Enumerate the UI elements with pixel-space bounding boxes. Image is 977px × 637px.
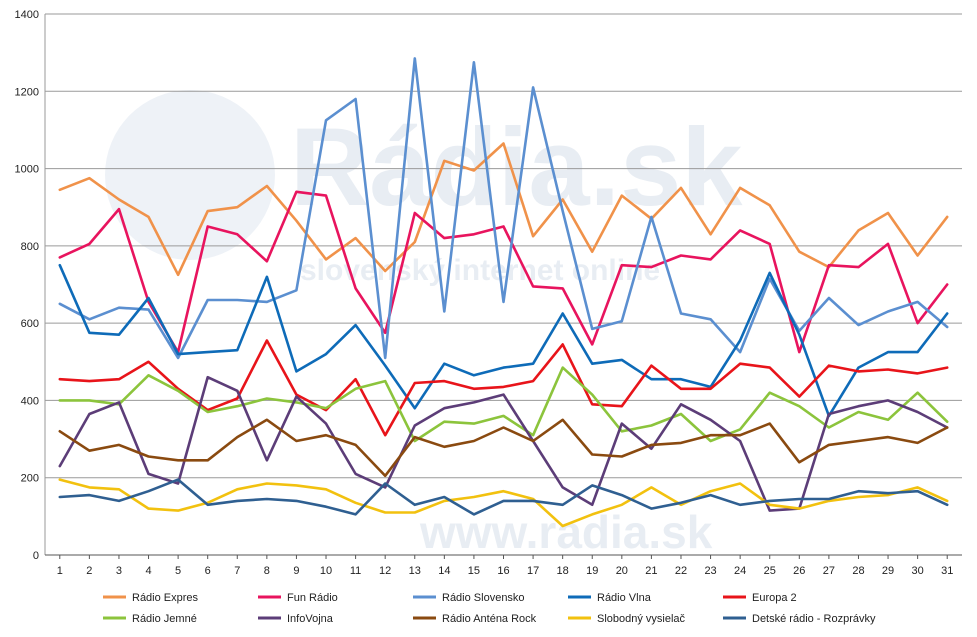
- legend-item: Rádio Vlna: [568, 592, 652, 604]
- y-tick-label: 600: [21, 318, 39, 330]
- x-tick-label: 2: [86, 565, 92, 577]
- x-tick-label: 6: [205, 565, 211, 577]
- series-line-r-dio-vlna: [58, 263, 949, 418]
- watermark-tagline: slovenský internet online: [300, 254, 660, 287]
- legend-label: Detské rádio - Rozprávky: [752, 613, 876, 625]
- y-tick-label: 0: [33, 550, 39, 562]
- legend-label: Europa 2: [752, 592, 797, 604]
- legend-item: Rádio Jemné: [103, 613, 197, 625]
- series-line-r-dio-expres: [58, 142, 949, 277]
- legend-label: Rádio Anténa Rock: [442, 613, 537, 625]
- x-tick-label: 11: [350, 565, 361, 577]
- y-tick-label: 1200: [15, 86, 39, 98]
- x-tick-label: 30: [912, 565, 924, 577]
- legend-label: Rádio Slovensko: [442, 592, 525, 604]
- x-tick-label: 26: [793, 565, 805, 577]
- x-tick-label: 18: [557, 565, 569, 577]
- legend-item: Slobodný vysielač: [568, 613, 686, 625]
- watermark-logo-icon: [105, 90, 275, 260]
- legend-item: Rádio Anténa Rock: [413, 613, 537, 625]
- x-tick-label: 7: [234, 565, 240, 577]
- legend-label: Rádio Jemné: [132, 613, 197, 625]
- x-tick-label: 22: [675, 565, 687, 577]
- x-tick-label: 12: [379, 565, 391, 577]
- y-tick-label: 400: [21, 395, 39, 407]
- x-tick-label: 29: [882, 565, 894, 577]
- legend-label: Fun Rádio: [287, 592, 338, 604]
- x-tick-label: 3: [116, 565, 122, 577]
- x-tick-label: 1: [57, 565, 63, 577]
- x-tick-label: 31: [941, 565, 953, 577]
- x-tick-label: 15: [468, 565, 480, 577]
- y-tick-label: 200: [21, 473, 39, 485]
- x-tick-label: 5: [175, 565, 181, 577]
- legend-item: InfoVojna: [258, 613, 334, 625]
- y-tick-label: 800: [21, 241, 39, 253]
- x-tick-label: 24: [734, 565, 746, 577]
- legend-label: Slobodný vysielač: [597, 613, 686, 625]
- legend-item: Detské rádio - Rozprávky: [723, 613, 876, 625]
- x-tick-label: 17: [527, 565, 539, 577]
- legend-item: Fun Rádio: [258, 592, 338, 604]
- legend-label: InfoVojna: [287, 613, 334, 625]
- series-line-detsk-r-dio-rozpr-vky: [58, 478, 949, 516]
- x-tick-label: 28: [852, 565, 864, 577]
- x-tick-label: 21: [645, 565, 657, 577]
- x-tick-label: 9: [293, 565, 299, 577]
- x-tick-label: 25: [764, 565, 776, 577]
- y-tick-label: 1400: [15, 9, 39, 21]
- series-line-fun-r-dio: [58, 190, 949, 354]
- legend-item: Rádio Expres: [103, 592, 199, 604]
- legend-label: Rádio Vlna: [597, 592, 652, 604]
- series-line-r-dio-slovensko: [58, 57, 949, 360]
- legend-item: Europa 2: [723, 592, 797, 604]
- x-tick-label: 19: [586, 565, 598, 577]
- series-line-r-dio-jemn: [58, 366, 949, 443]
- legend-item: Rádio Slovensko: [413, 592, 525, 604]
- series-line-r-dio-ant-na-rock: [58, 418, 949, 478]
- x-tick-label: 8: [264, 565, 270, 577]
- x-tick-label: 13: [409, 565, 421, 577]
- y-tick-label: 1000: [15, 164, 39, 176]
- x-tick-label: 10: [320, 565, 332, 577]
- x-tick-label: 14: [438, 565, 450, 577]
- x-tick-label: 27: [823, 565, 835, 577]
- series-line-europa-2: [58, 339, 949, 437]
- watermark-footer: www.radia.sk: [419, 506, 713, 558]
- x-tick-label: 16: [497, 565, 509, 577]
- series-line-slobodn-vysiela: [58, 478, 949, 528]
- legend-label: Rádio Expres: [132, 592, 199, 604]
- x-tick-label: 4: [145, 565, 151, 577]
- x-tick-label: 23: [704, 565, 716, 577]
- x-tick-label: 20: [616, 565, 628, 577]
